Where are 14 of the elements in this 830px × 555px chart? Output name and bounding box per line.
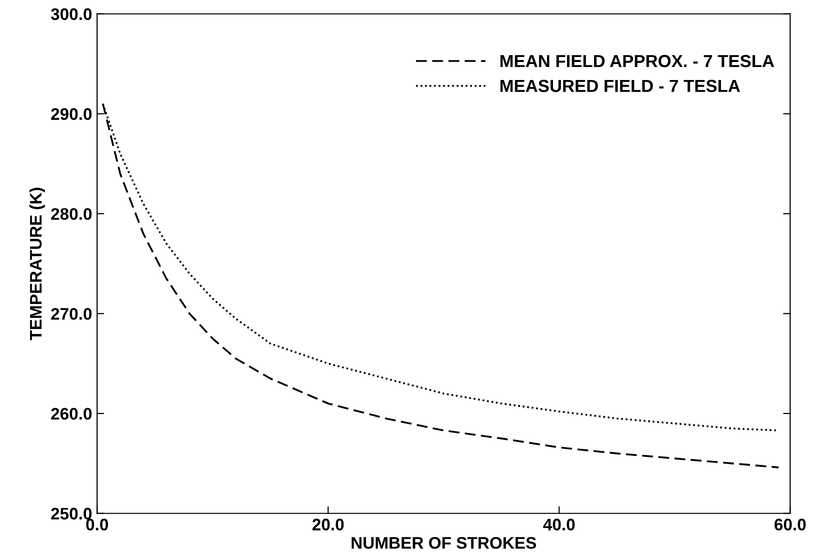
y-tick-label: 270.0	[51, 308, 92, 320]
x-axis-title: NUMBER OF STROKES	[352, 536, 536, 549]
x-tick-label: 40.0	[543, 518, 575, 530]
y-tick-label: 280.0	[51, 208, 92, 220]
y-tick-label: 300.0	[50, 8, 92, 20]
x-tick-label: 60.0	[774, 518, 806, 530]
y-axis-title: TEMPERATURE (K)	[29, 188, 45, 340]
legend-label: MEAN FIELD APPROX. - 7 TESLA	[500, 54, 774, 68]
y-tick-label: 260.0	[51, 408, 92, 420]
legend-label: MEASURED FIELD - 7 TESLA	[500, 80, 740, 92]
y-tick-label: 290.0	[51, 108, 92, 120]
x-tick-label: 0.0	[86, 518, 108, 530]
y-tick-label: 250.0	[51, 508, 92, 520]
x-tick-label: 20.0	[312, 518, 344, 530]
